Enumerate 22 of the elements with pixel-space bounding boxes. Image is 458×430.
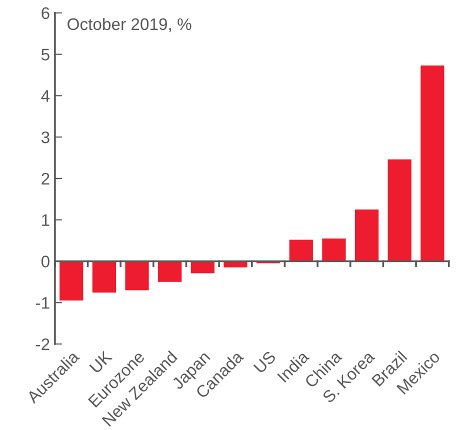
bar xyxy=(322,238,346,262)
y-tick-label: 4 xyxy=(41,90,50,102)
y-tick-label: 2 xyxy=(42,172,50,184)
y-tick-label: 0 xyxy=(41,256,50,268)
x-tick-label: US xyxy=(253,350,276,374)
bar xyxy=(388,159,412,262)
chart-subtitle: October 2019, % xyxy=(68,18,192,32)
y-tick-label: 1 xyxy=(42,214,50,226)
bar xyxy=(158,261,182,282)
bar xyxy=(420,65,444,262)
y-tick-label: -1 xyxy=(36,297,50,309)
bar xyxy=(92,261,116,293)
bar xyxy=(354,209,379,262)
bar xyxy=(125,261,149,290)
y-tick-label: -2 xyxy=(36,338,50,350)
y-tick-label: 6 xyxy=(42,7,50,20)
bar xyxy=(60,261,84,301)
bar xyxy=(224,261,248,268)
y-tick-label: 5 xyxy=(41,48,50,60)
bar xyxy=(289,240,313,262)
y-tick-label: 3 xyxy=(41,131,50,144)
bar xyxy=(190,261,214,274)
